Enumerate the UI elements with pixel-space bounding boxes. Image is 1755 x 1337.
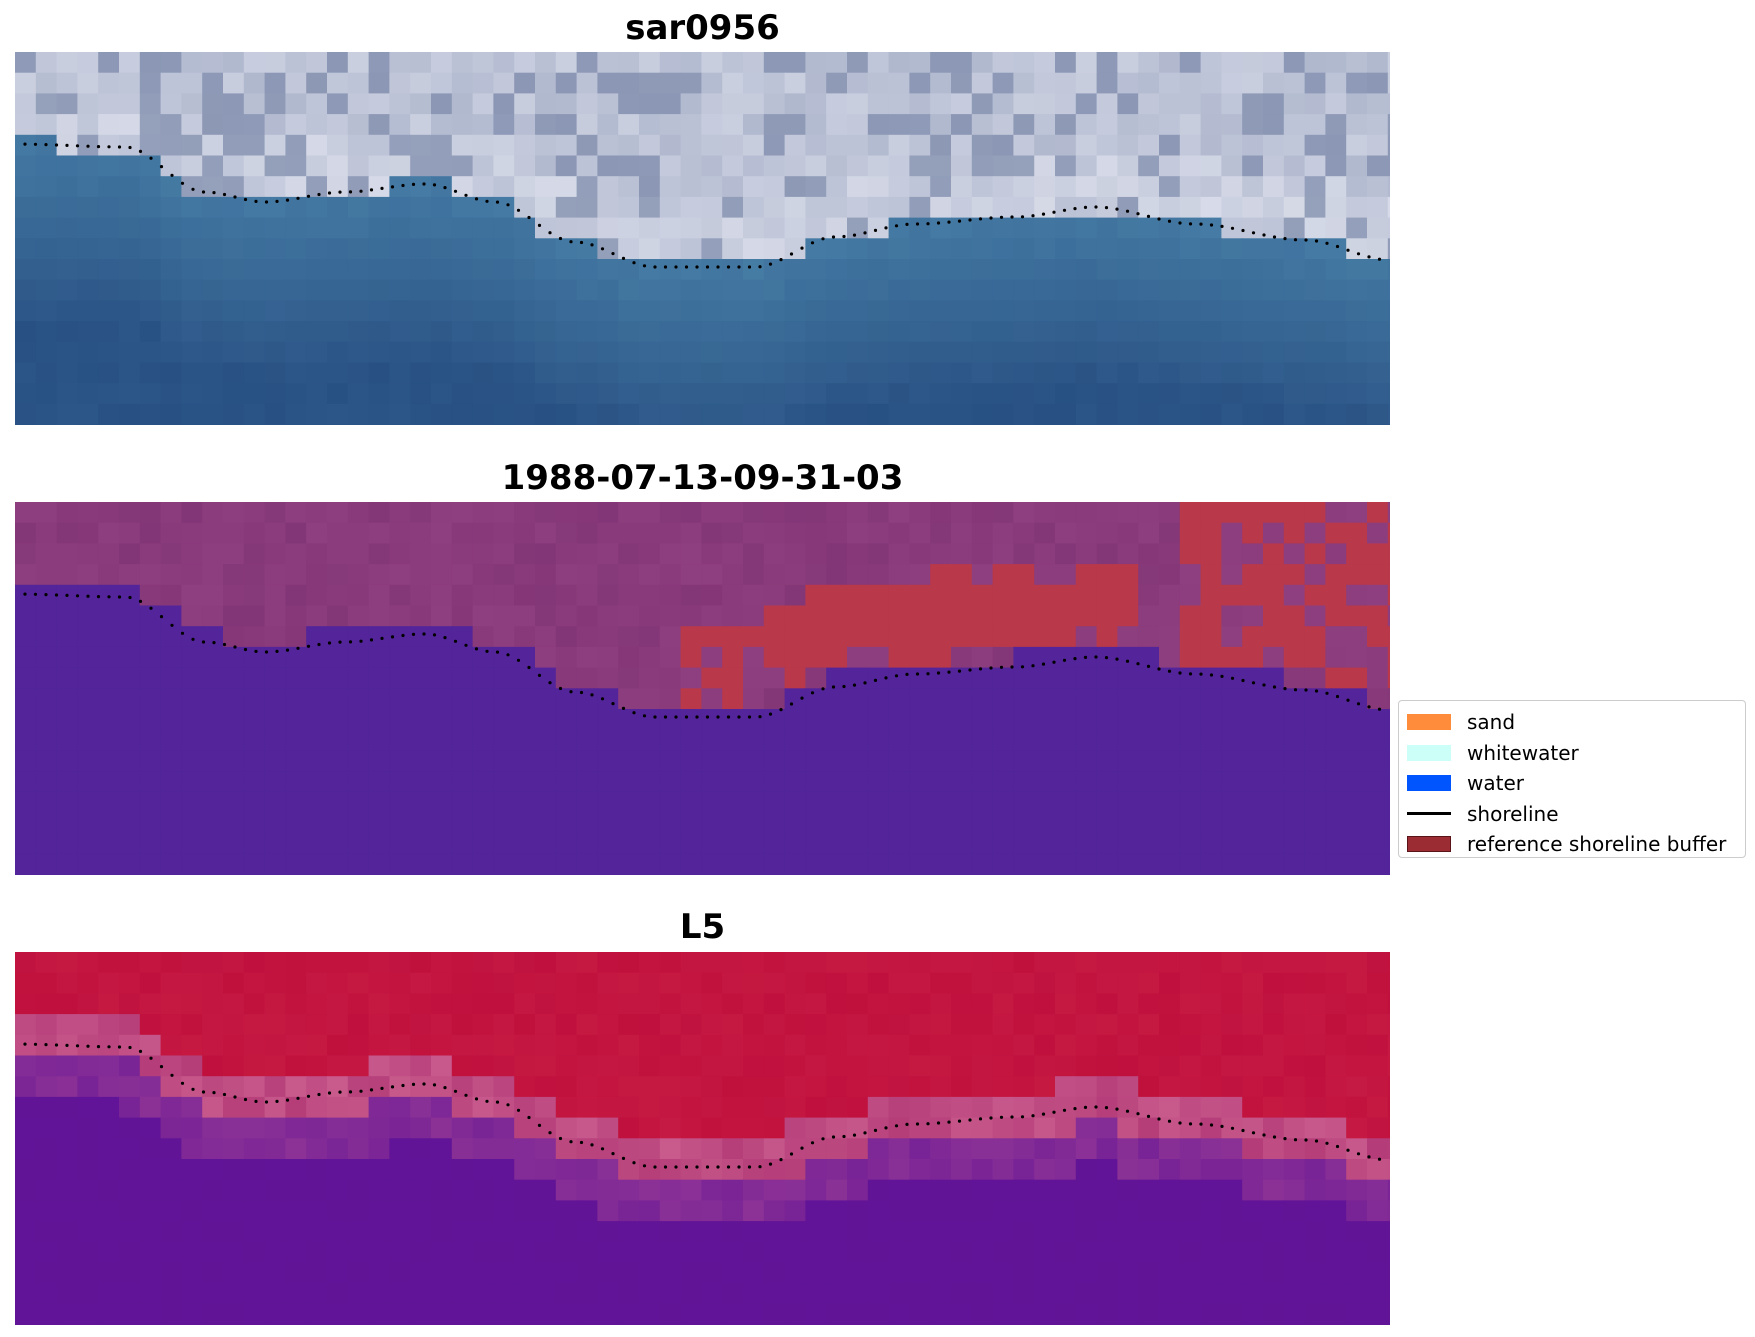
legend-item-water: water (1407, 768, 1737, 799)
shoreline-points (23, 592, 1382, 719)
legend-label-water: water (1467, 771, 1524, 796)
legend-label-shoreline: shoreline (1467, 801, 1559, 826)
pixel-grid (15, 502, 1390, 875)
panel-title-1: 1988-07-13-09-31-03 (501, 458, 904, 498)
classified-image (15, 502, 1390, 875)
whitewater-swatch-icon (1407, 744, 1451, 761)
legend-item-sand: sand (1407, 707, 1737, 738)
legend-label-sand: sand (1467, 710, 1516, 735)
shoreline-points (23, 142, 1382, 269)
image-panel-classified (15, 502, 1390, 875)
legend-label-reference-buffer: reference shoreline buffer (1467, 832, 1727, 857)
shoreline-points (23, 1042, 1382, 1169)
pixel-grid (15, 952, 1390, 1325)
image-panel-index (15, 952, 1390, 1325)
panel-title-0: sar0956 (625, 8, 780, 48)
water-swatch-icon (1407, 775, 1451, 792)
legend: sand whitewater water shoreline referenc… (1398, 700, 1746, 858)
sand-swatch-icon (1407, 714, 1451, 731)
image-panel-sar (15, 52, 1390, 425)
legend-label-whitewater: whitewater (1467, 740, 1579, 765)
buffer-swatch-icon (1407, 836, 1451, 853)
legend-item-shoreline: shoreline (1407, 799, 1737, 830)
legend-item-reference-buffer: reference shoreline buffer (1407, 829, 1737, 860)
sar-image (15, 52, 1390, 425)
shoreline-line-icon (1407, 812, 1451, 816)
legend-item-whitewater: whitewater (1407, 738, 1737, 769)
index-image (15, 952, 1390, 1325)
panel-title-2: L5 (679, 907, 726, 947)
pixel-grid (15, 52, 1390, 425)
